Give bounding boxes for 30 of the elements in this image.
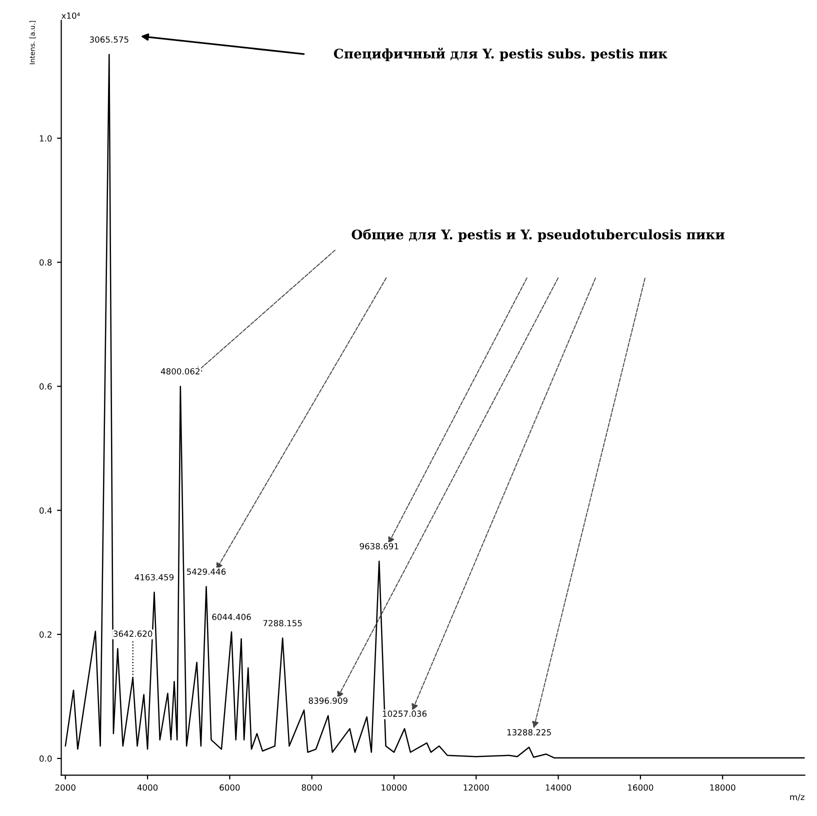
x-tick-label: 10000: [382, 784, 407, 791]
x-tick-label: 6000: [220, 784, 240, 791]
x-tick-label: 14000: [546, 784, 571, 791]
y-tick-label: 0.0: [40, 755, 52, 762]
x-tick-label: 16000: [628, 784, 654, 791]
annotation: 4163.459: [134, 574, 174, 580]
annotation: 3065.575: [90, 36, 128, 43]
x-tick-label: 8000: [302, 784, 322, 791]
y-tick-label: 0.2: [40, 631, 52, 638]
x-tick-label: 2000: [55, 784, 76, 791]
y-tick-label: 1.0: [40, 135, 52, 142]
annotation: 10257.036: [382, 710, 427, 717]
annotation: 13288.225: [507, 729, 551, 736]
x-tick-label: 18000: [710, 784, 736, 791]
text: x10⁴: [62, 12, 80, 19]
annotation: 4800.062: [160, 368, 200, 374]
annotation: 9638.691: [360, 543, 398, 550]
annotation: Специфичный для Y. pestis subs. pestis пик: [334, 48, 668, 62]
x-tick-label: 12000: [464, 784, 489, 791]
annotation: Общие для Y. pestis и Y. pseudotuberculosis пики: [352, 229, 725, 242]
annotation: 3642.620: [114, 630, 152, 637]
x-tick-label: 4000: [137, 784, 158, 791]
annotation: 5429.446: [187, 568, 226, 575]
annotation: 6044.406: [212, 614, 251, 620]
annotation: 8396.909: [308, 698, 348, 704]
y-tick-label: 0.4: [40, 507, 52, 514]
x-axis-title: m/z: [790, 794, 804, 801]
annotation: 7288.155: [263, 620, 302, 626]
y-tick-label: 0.6: [40, 383, 52, 390]
y-tick-label: 0.8: [40, 259, 52, 266]
